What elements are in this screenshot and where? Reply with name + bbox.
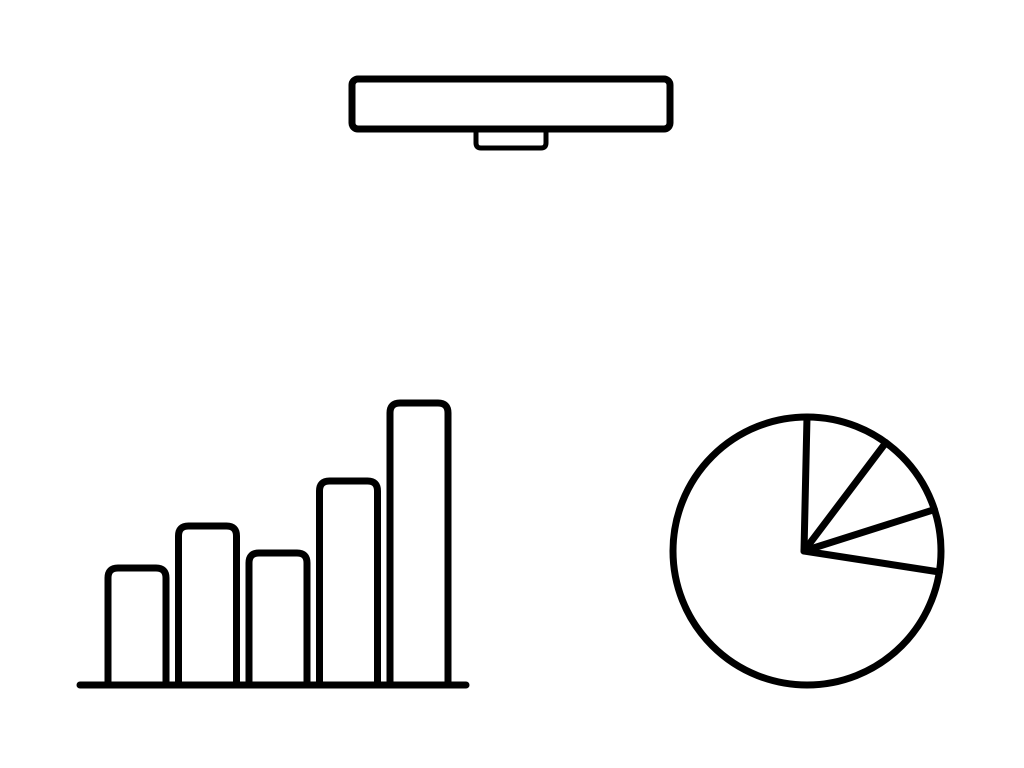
projector-body <box>348 75 674 133</box>
bar-3 <box>245 549 311 682</box>
bar-1 <box>104 564 170 682</box>
bar-5 <box>386 399 452 682</box>
bar-2 <box>175 522 240 682</box>
bar-chart-icon <box>76 399 470 689</box>
pie-slice-divider-1 <box>800 413 811 555</box>
bar-4 <box>316 477 381 682</box>
projector-screen-icon <box>348 75 674 151</box>
pie-chart-icon <box>669 413 945 689</box>
pie-slice-divider-3 <box>800 506 938 555</box>
pie-slice-divider-2 <box>800 439 890 555</box>
pie-slice-divider-4 <box>800 547 943 576</box>
projector-lens-tab <box>473 129 549 151</box>
